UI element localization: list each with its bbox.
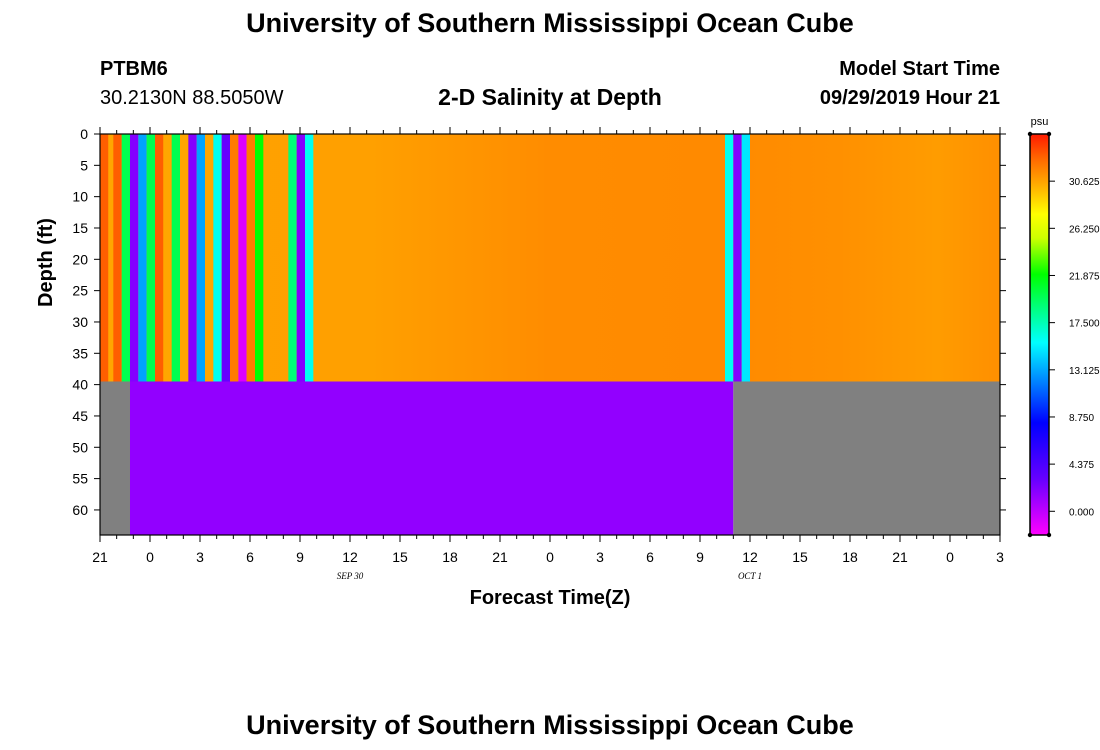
station-coordinates: 30.2130N 88.5050W xyxy=(100,87,284,109)
salinity-stripe xyxy=(180,134,189,382)
x-tick-label: 0 xyxy=(546,549,554,565)
y-axis-title: Depth (ft) xyxy=(35,218,57,307)
colorbar-label: 17.500 xyxy=(1069,319,1100,330)
y-tick-label: 30 xyxy=(72,314,88,330)
y-tick-label: 10 xyxy=(72,189,88,205)
x-tick-label: 3 xyxy=(596,549,604,565)
x-tick-label: 21 xyxy=(92,549,108,565)
salinity-stripe xyxy=(196,134,205,382)
deep-layer-region xyxy=(130,381,734,535)
colorbar-scale xyxy=(1029,133,1050,536)
y-tick-label: 20 xyxy=(72,251,88,267)
x-tick-label: 15 xyxy=(792,549,808,565)
salinity-stripe xyxy=(725,134,734,382)
x-tick-label: 12 xyxy=(342,549,358,565)
x-tick-label: 15 xyxy=(392,549,408,565)
salinity-stripe xyxy=(163,134,172,382)
y-tick-label: 50 xyxy=(72,439,88,455)
y-tick-label: 55 xyxy=(72,471,88,487)
footer-title: University of Southern Mississippi Ocean… xyxy=(246,710,854,740)
heatmap-area xyxy=(100,134,1000,535)
x-tick-label: 6 xyxy=(246,549,254,565)
salinity-stripe xyxy=(221,134,230,382)
no-data-region xyxy=(733,381,1000,535)
salinity-stripe xyxy=(296,134,305,382)
x-tick-label: 0 xyxy=(146,549,154,565)
salinity-stripe xyxy=(138,134,147,382)
salinity-stripe xyxy=(255,134,264,382)
y-tick-label: 0 xyxy=(80,126,88,142)
x-tick-label: 12 xyxy=(742,549,758,565)
salinity-stripe xyxy=(205,134,214,382)
colorbar-label: 8.750 xyxy=(1069,413,1094,424)
x-axis-title: Forecast Time(Z) xyxy=(470,587,631,609)
x-tick-label: 21 xyxy=(492,549,508,565)
y-tick-label: 45 xyxy=(72,408,88,424)
date-label: OCT 1 xyxy=(738,571,762,581)
y-tick-label: 60 xyxy=(72,502,88,518)
x-tick-label: 6 xyxy=(646,549,654,565)
x-tick-label: 3 xyxy=(196,549,204,565)
colorbar: psu 30.625 26.250 21.875 17.500 13.125 8.750 4.… xyxy=(1027,116,1100,538)
salinity-stripe xyxy=(130,134,139,382)
salinity-stripe xyxy=(113,134,122,382)
salinity-stripe xyxy=(155,134,164,382)
x-tick-label: 0 xyxy=(946,549,954,565)
model-start-label: Model Start Time xyxy=(839,58,1000,80)
salinity-stripe xyxy=(288,134,297,382)
y-tick-label: 40 xyxy=(72,377,88,393)
colorbar-label: 0.000 xyxy=(1069,507,1094,518)
colorbar-corner xyxy=(1046,131,1052,137)
station-id: PTBM6 xyxy=(100,58,168,80)
colorbar-unit: psu xyxy=(1031,116,1049,128)
x-tick-label: 3 xyxy=(996,549,1004,565)
salinity-stripe xyxy=(188,134,197,382)
salinity-stripe xyxy=(305,134,314,382)
x-tick-label: 18 xyxy=(842,549,858,565)
salinity-stripe xyxy=(238,134,247,382)
salinity-stripe xyxy=(121,134,130,382)
colorbar-label: 4.375 xyxy=(1069,460,1094,471)
colorbar-corner xyxy=(1027,532,1033,538)
salinity-stripe xyxy=(246,134,255,382)
salinity-stripe xyxy=(230,134,239,382)
colorbar-corner xyxy=(1027,131,1033,137)
y-tick-label: 35 xyxy=(72,345,88,361)
date-label: SEP 30 xyxy=(337,571,364,581)
page-title: University of Southern Mississippi Ocean… xyxy=(246,8,854,38)
y-tick-label: 25 xyxy=(72,283,88,299)
salinity-stripe xyxy=(171,134,180,382)
colorbar-corner xyxy=(1046,532,1052,538)
x-tick-label: 9 xyxy=(696,549,704,565)
salinity-stripe xyxy=(100,134,109,382)
colorbar-label: 26.250 xyxy=(1069,224,1100,235)
y-tick-label: 15 xyxy=(72,220,88,236)
salinity-stripe xyxy=(146,134,155,382)
colorbar-label: 13.125 xyxy=(1069,366,1100,377)
salinity-stripe xyxy=(733,134,742,382)
colorbar-label: 30.625 xyxy=(1069,177,1100,188)
salinity-stripe xyxy=(213,134,222,382)
y-tick-label: 5 xyxy=(80,157,88,173)
model-start-value: 09/29/2019 Hour 21 xyxy=(819,87,1000,109)
x-tick-label: 9 xyxy=(296,549,304,565)
no-data-region xyxy=(100,381,130,535)
salinity-stripe xyxy=(108,134,114,382)
chart-subtitle: 2-D Salinity at Depth xyxy=(438,84,662,110)
x-tick-label: 21 xyxy=(892,549,908,565)
x-tick-label: 18 xyxy=(442,549,458,565)
colorbar-label: 21.875 xyxy=(1069,271,1100,282)
salinity-stripe xyxy=(741,134,750,382)
